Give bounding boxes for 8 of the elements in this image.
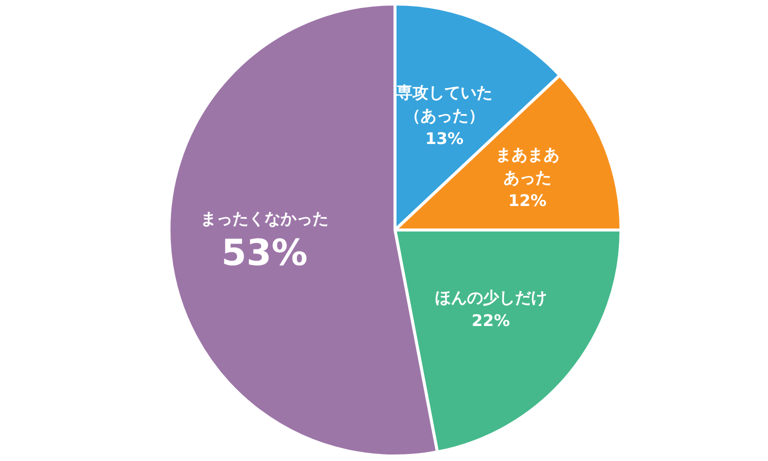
slice-label: 専攻していた（あった）	[395, 82, 494, 128]
slice-label: まったくなかった	[200, 208, 330, 230]
data-label: 13%	[424, 128, 464, 151]
data-label: 22%	[470, 310, 511, 332]
data-label: 12%	[507, 190, 548, 212]
data-label: 53%	[220, 232, 309, 276]
slice-label: まあまああった	[494, 144, 560, 189]
slice-label: ほんの少しだけ	[434, 287, 548, 310]
